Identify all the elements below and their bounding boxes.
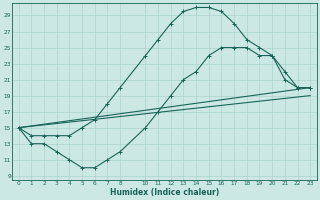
- X-axis label: Humidex (Indice chaleur): Humidex (Indice chaleur): [110, 188, 219, 197]
